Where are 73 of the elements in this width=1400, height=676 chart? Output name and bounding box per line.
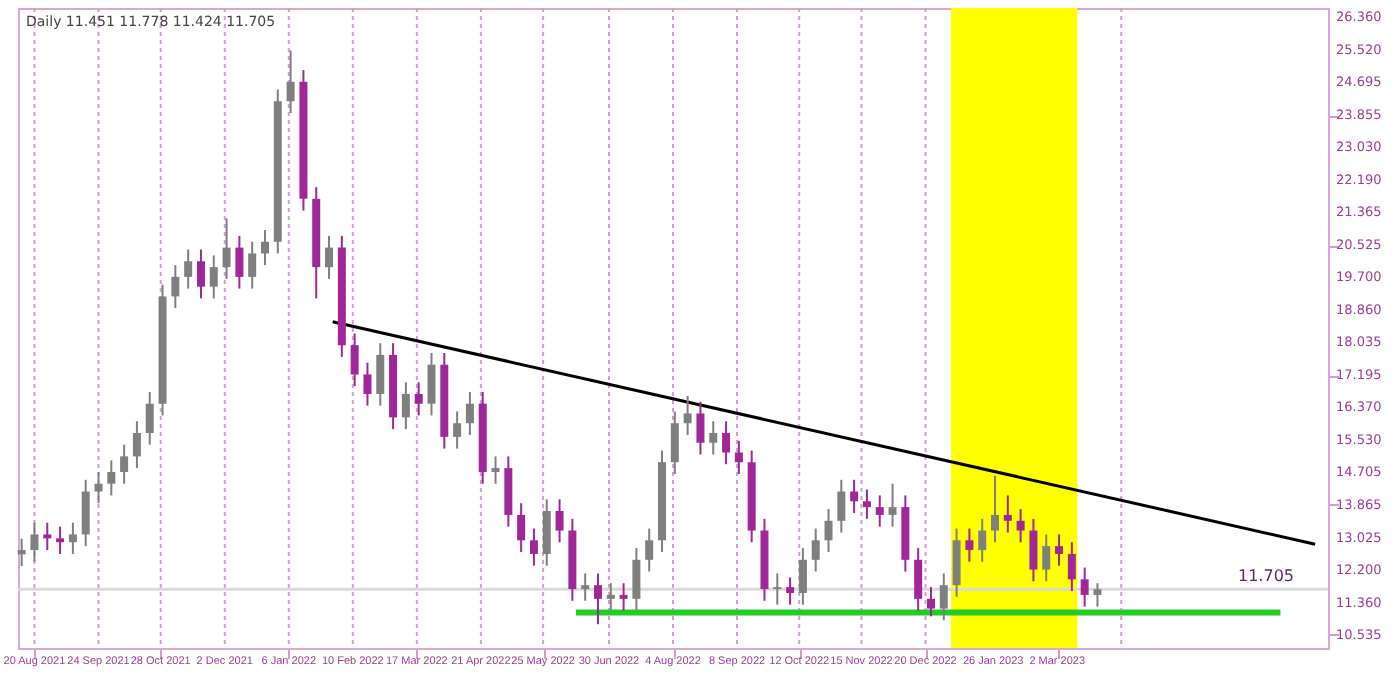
candlestick	[632, 547, 641, 612]
candlestick	[68, 521, 77, 555]
candlestick	[978, 517, 987, 563]
candlestick	[875, 494, 884, 528]
candlestick	[363, 361, 372, 407]
candlestick	[1016, 508, 1025, 544]
candlestick	[786, 576, 795, 606]
candlestick	[120, 443, 129, 485]
candlestick	[504, 455, 513, 528]
candlestick	[926, 586, 935, 618]
candlestick	[722, 420, 731, 466]
candlestick	[837, 478, 846, 534]
candlestick	[773, 572, 782, 606]
candlestick	[453, 410, 462, 450]
candlestick	[30, 521, 39, 563]
candlestick	[286, 49, 295, 114]
candlestick	[1093, 582, 1102, 608]
candlestick	[1080, 566, 1089, 608]
candlestick	[145, 391, 154, 446]
candlestick	[350, 332, 359, 388]
candlestick	[798, 547, 807, 606]
candlestick	[401, 381, 410, 431]
candlestick	[862, 488, 871, 520]
candlestick	[606, 582, 615, 612]
candlestick	[619, 582, 628, 612]
candlestick	[209, 254, 218, 300]
candlestick	[811, 527, 820, 573]
candlestick	[581, 572, 590, 602]
candlestick	[248, 240, 257, 290]
candlestick	[670, 410, 679, 475]
candlestick	[376, 342, 385, 407]
candlestick	[261, 229, 269, 267]
candlestick	[414, 381, 423, 417]
candlestick	[465, 391, 474, 436]
candlestick	[1067, 541, 1076, 593]
candlestick	[222, 217, 231, 280]
candlestick	[107, 459, 116, 497]
candlestick	[491, 455, 500, 485]
candlestick	[325, 234, 334, 280]
candlestick	[991, 474, 1000, 544]
candlestick	[952, 527, 961, 598]
candlestick	[81, 478, 90, 548]
candlestick	[709, 420, 718, 456]
candlestick	[184, 248, 193, 290]
candlestick	[593, 572, 602, 626]
candlestick	[939, 572, 948, 622]
candlestick	[517, 502, 526, 553]
candlestick	[1003, 494, 1012, 534]
candlestick	[542, 498, 551, 567]
candlestick	[850, 478, 859, 514]
ref-line-label: 11.705	[1238, 567, 1294, 586]
candlestick	[696, 400, 705, 456]
candlestick	[56, 525, 65, 555]
candlestick	[734, 439, 743, 475]
candlestick	[1042, 533, 1051, 583]
candlestick	[1029, 517, 1038, 583]
candlestick	[94, 471, 103, 505]
candlestick	[888, 482, 897, 528]
candlestick	[824, 508, 833, 553]
candlestick	[683, 394, 692, 436]
candlestick	[171, 264, 180, 310]
candlestick	[427, 351, 436, 417]
candlestick	[965, 527, 974, 563]
candlestick	[132, 420, 141, 470]
candlestick	[645, 527, 654, 573]
candlestick	[529, 527, 538, 567]
candlestick	[196, 248, 205, 300]
candlestick	[1055, 533, 1064, 567]
candlestick	[555, 498, 564, 544]
candlestick	[914, 547, 923, 612]
candlestick	[43, 521, 52, 552]
candlestick	[17, 537, 26, 568]
candlestick	[235, 234, 244, 290]
